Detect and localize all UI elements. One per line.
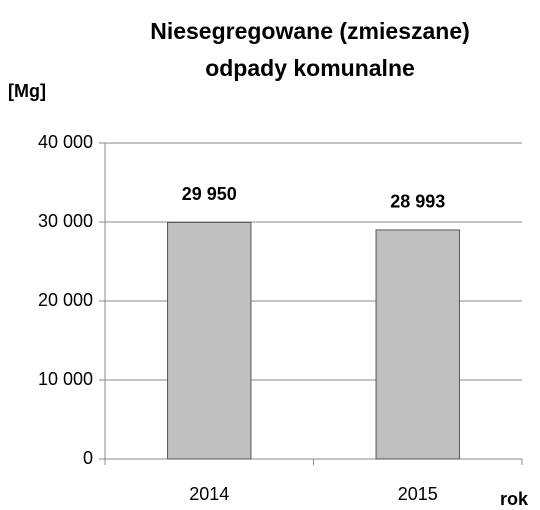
bar [375,229,460,460]
value-label: 29 950 [182,184,237,204]
y-tick-label: 40 000 [38,132,93,152]
y-tick-label: 20 000 [38,290,93,310]
chart-title: odpady komunalne [205,55,415,81]
value-label: 28 993 [390,192,445,212]
y-tick-label: 10 000 [38,369,93,389]
x-axis-label: rok [500,489,529,509]
x-tick-label: 2015 [398,484,438,504]
x-tick-label: 2014 [189,484,229,504]
bar [167,221,252,460]
chart-title: Niesegregowane (zmieszane) [150,18,470,44]
y-tick-label: 0 [83,448,93,468]
y-axis-label: [Mg] [8,81,46,101]
y-tick-label: 30 000 [38,211,93,231]
